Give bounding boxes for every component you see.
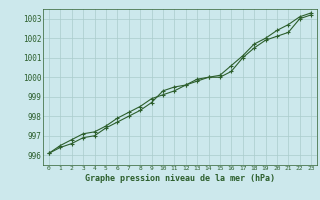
X-axis label: Graphe pression niveau de la mer (hPa): Graphe pression niveau de la mer (hPa) [85,174,275,183]
